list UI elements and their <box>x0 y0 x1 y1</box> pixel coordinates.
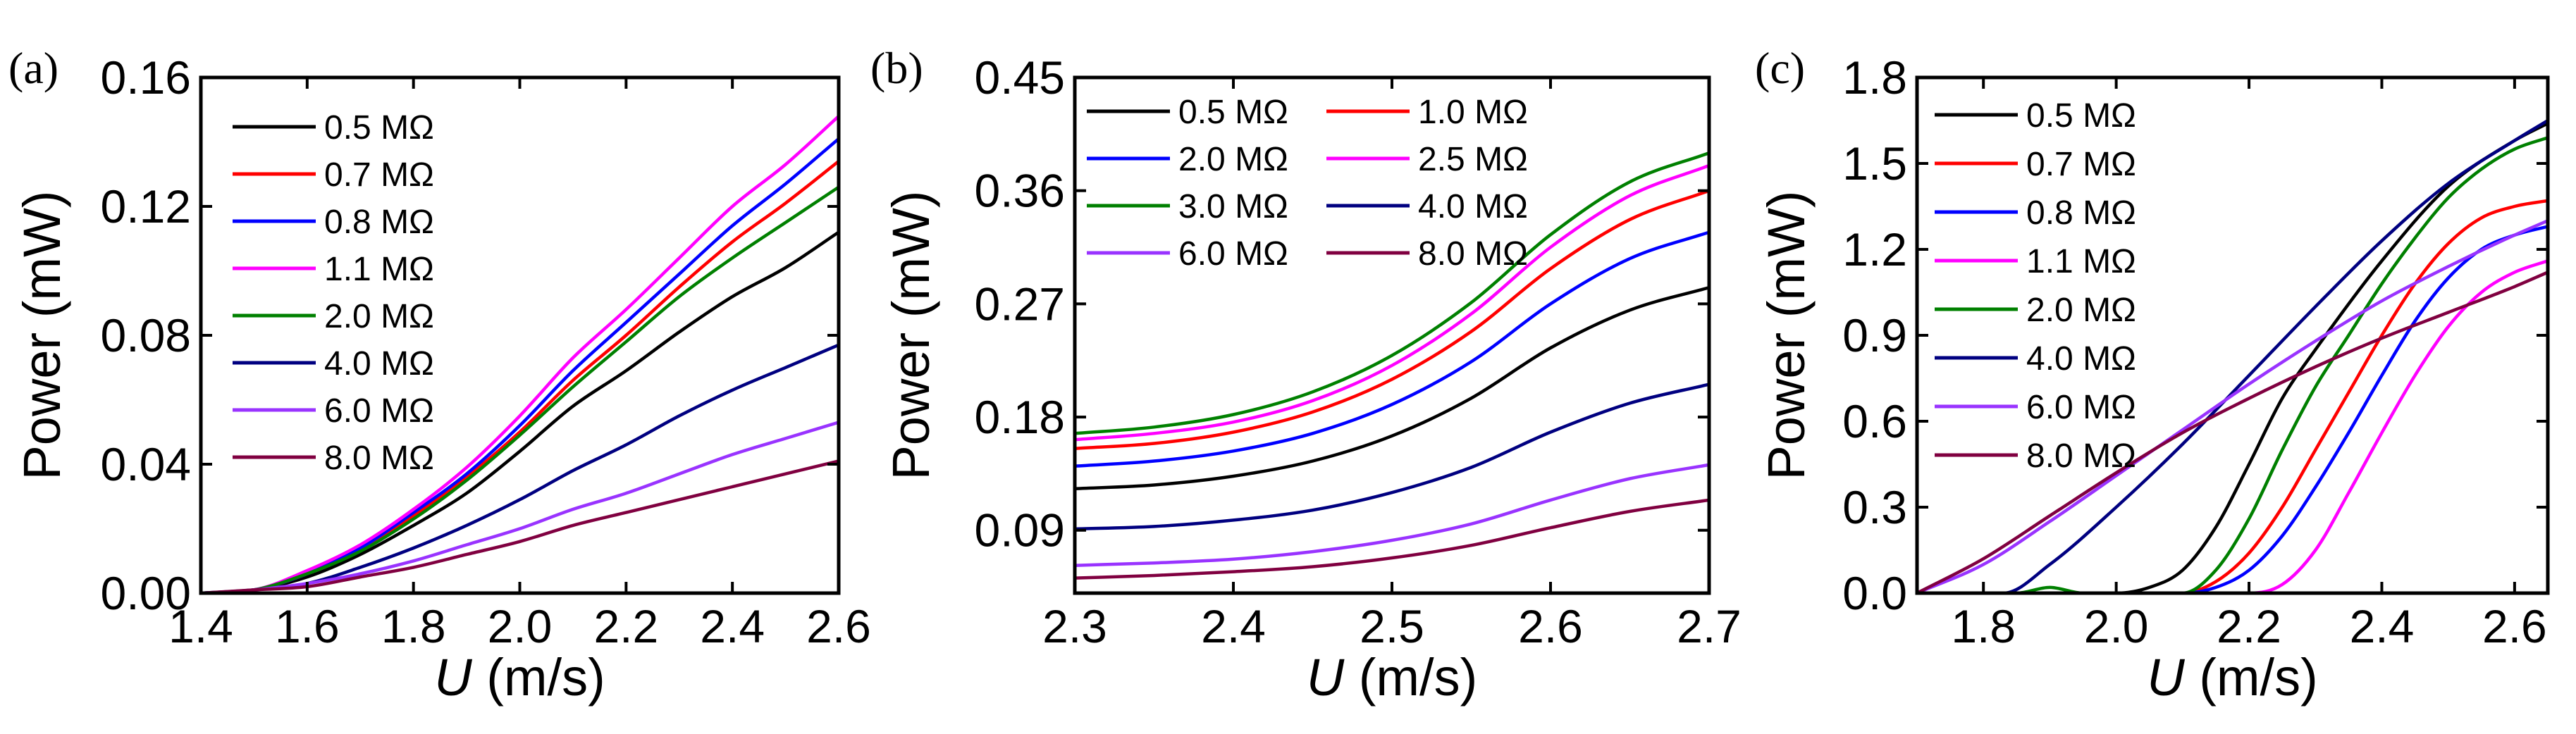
series-line-0_8mohm <box>1917 225 2548 595</box>
series-group <box>201 114 839 595</box>
y-tick-label: 1.8 <box>1842 51 1907 104</box>
plot-frame <box>1915 75 2550 595</box>
x-tick-label: 2.2 <box>2217 600 2281 652</box>
panel-label: (b) <box>870 43 923 93</box>
y-axis-label: Power (mW) <box>1757 190 1816 480</box>
series-line-2_0mohm <box>1917 136 2548 595</box>
legend-label: 0.5 MΩ <box>1178 94 1288 131</box>
series-line-1_1mohm <box>201 114 839 595</box>
legend-label: 4.0 MΩ <box>2026 340 2136 378</box>
x-tick-label: 2.6 <box>806 600 871 652</box>
panel-label: (a) <box>8 43 58 93</box>
series-line-6_0mohm <box>1075 463 1709 567</box>
series-line-1_0mohm <box>1075 189 1709 450</box>
legend-label: 8.0 MΩ <box>2026 437 2136 475</box>
y-tick-label: 0.0 <box>1842 567 1907 619</box>
legend-label: 2.0 MΩ <box>1178 141 1288 178</box>
x-tick-label: 2.6 <box>1518 600 1583 652</box>
y-tick-label: 0.18 <box>975 391 1065 443</box>
x-tick-label: 2.7 <box>1677 600 1742 652</box>
series-line-0_5mohm <box>1075 285 1709 491</box>
legend-label: 1.1 MΩ <box>324 251 434 288</box>
legend-label: 0.7 MΩ <box>2026 146 2136 183</box>
legend-label: 2.0 MΩ <box>324 298 434 335</box>
legend: 0.5 MΩ 0.7 MΩ 0.8 MΩ 1.1 MΩ 2.0 MΩ 4.0 MΩ 6.0 … <box>233 109 434 477</box>
y-tick-label: 0.09 <box>975 504 1065 556</box>
y-tick-label: 0.9 <box>1842 309 1907 361</box>
y-tick-label: 0.27 <box>975 278 1065 330</box>
legend-label: 4.0 MΩ <box>1418 188 1528 225</box>
x-tick-label: 1.6 <box>275 600 340 652</box>
x-tick-label: 2.5 <box>1360 600 1424 652</box>
chart-panel-1: 1.4 1.6 1.8 2.0 2.2 2.4 2.6 0.00 0.04 0.08 0.12 0.1… <box>8 43 871 707</box>
x-axis-label: U (m/s) <box>434 648 605 707</box>
y-tick-label: 0.36 <box>975 165 1065 217</box>
x-tick-label: 2.6 <box>2482 600 2547 652</box>
series-line-8_0mohm <box>1917 270 2548 595</box>
legend-label: 6.0 MΩ <box>2026 389 2136 426</box>
series-line-2_0mohm <box>1075 230 1709 468</box>
chart-panel-2: 2.3 2.4 2.5 2.6 2.7 0.09 0.18 0.27 0.36 0.45 U (m/… <box>870 43 1742 707</box>
y-tick-label: 1.5 <box>1842 137 1907 189</box>
x-axis-label: U (m/s) <box>2147 648 2318 707</box>
chart-panel-3: 1.8 2.0 2.2 2.4 2.6 0.0 0.3 0.6 0.9 1.2 1.5 1.8 U (m… <box>1755 43 2550 707</box>
y-tick-label: 1.2 <box>1842 223 1907 275</box>
legend-label: 0.5 MΩ <box>324 109 434 147</box>
legend: 0.5 MΩ 1.0 MΩ 2.0 MΩ 2.5 MΩ 3.0 MΩ 4.0 MΩ 6.0 … <box>1087 94 1528 273</box>
y-tick-label: 0.6 <box>1842 395 1907 447</box>
series-line-4_0mohm <box>201 343 839 595</box>
legend-label: 6.0 MΩ <box>324 392 434 430</box>
legend-label: 1.0 MΩ <box>1418 94 1528 131</box>
legend-label: 0.8 MΩ <box>324 204 434 241</box>
legend-label: 3.0 MΩ <box>1178 188 1288 225</box>
legend-label: 0.5 MΩ <box>2026 97 2136 135</box>
plot-frame <box>199 75 841 595</box>
series-line-0_8mohm <box>201 137 839 595</box>
x-tick-label: 2.4 <box>2350 600 2415 652</box>
series-line-2_5mohm <box>1075 163 1709 442</box>
y-tick-label: 0.16 <box>101 51 191 104</box>
series-group <box>1075 151 1709 580</box>
y-tick-label: 0.45 <box>975 51 1065 104</box>
series-line-6_0mohm <box>201 421 839 595</box>
legend: 0.5 MΩ 0.7 MΩ 0.8 MΩ 1.1 MΩ 2.0 MΩ 4.0 MΩ 6.0 … <box>1935 97 2136 475</box>
legend-label: 0.7 MΩ <box>324 156 434 194</box>
series-line-4_0mohm <box>1075 382 1709 531</box>
x-tick-label: 2.2 <box>593 600 658 652</box>
legend-label: 0.8 MΩ <box>2026 194 2136 232</box>
x-tick-label: 2.0 <box>2084 600 2149 652</box>
series-line-6_0mohm <box>1917 219 2548 595</box>
series-line-8_0mohm <box>1075 498 1709 580</box>
y-tick-label: 0.08 <box>101 309 191 361</box>
legend-label: 6.0 MΩ <box>1178 235 1288 273</box>
series-line-3_0mohm <box>1075 151 1709 435</box>
series-line-2_0mohm <box>201 185 839 595</box>
legend-label: 8.0 MΩ <box>1418 235 1528 273</box>
x-tick-label: 1.8 <box>381 600 446 652</box>
x-tick-label: 2.4 <box>1201 600 1266 652</box>
panel-label: (c) <box>1755 43 1805 93</box>
x-tick-label: 2.3 <box>1042 600 1107 652</box>
legend-label: 4.0 MΩ <box>324 345 434 382</box>
x-tick-label: 1.4 <box>168 600 233 652</box>
y-tick-label: 0.04 <box>101 438 191 490</box>
legend-label: 8.0 MΩ <box>324 440 434 477</box>
legend-label: 1.1 MΩ <box>2026 243 2136 280</box>
y-tick-label: 0.12 <box>101 180 191 232</box>
y-tick-label: 0.3 <box>1842 481 1907 533</box>
legend-label: 2.5 MΩ <box>1418 141 1528 178</box>
x-tick-label: 1.8 <box>1951 600 2016 652</box>
legend-label: 2.0 MΩ <box>2026 292 2136 329</box>
y-axis-label: Power (mW) <box>13 190 71 480</box>
x-axis-label: U (m/s) <box>1307 648 1478 707</box>
y-tick-label: 0.00 <box>101 567 191 619</box>
series-line-0_5mohm <box>201 230 839 595</box>
x-tick-label: 2.4 <box>700 600 765 652</box>
y-axis-label: Power (mW) <box>882 190 940 480</box>
x-tick-label: 2.0 <box>488 600 553 652</box>
